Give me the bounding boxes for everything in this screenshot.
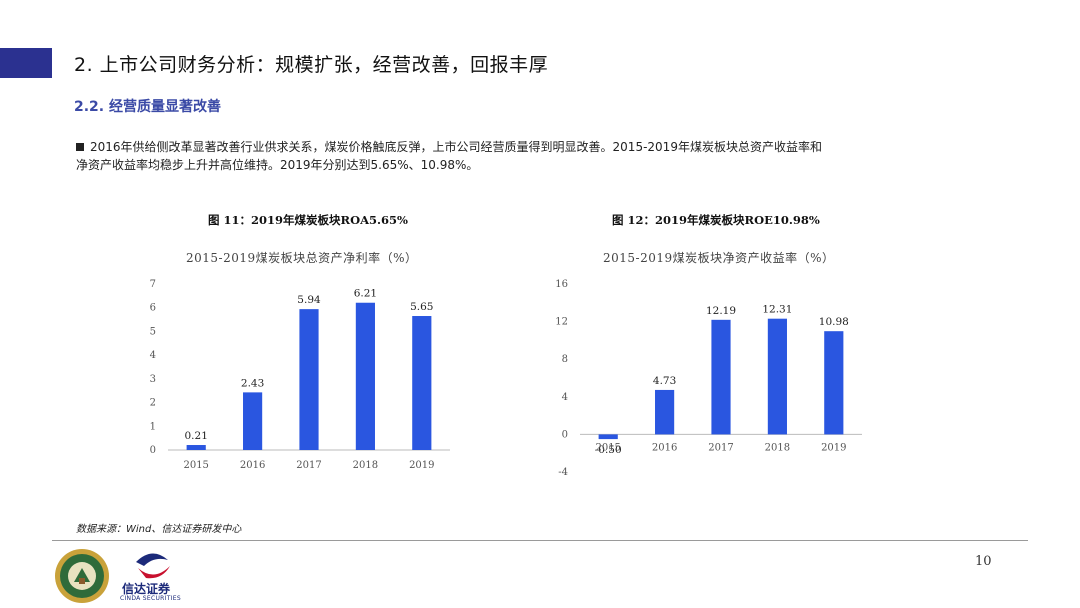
y-tick-label: 4 bbox=[562, 392, 568, 403]
data-source-note: 数据来源：Wind、信达证券研发中心 bbox=[76, 524, 242, 535]
data-label: 5.94 bbox=[297, 294, 321, 306]
x-tick-label: 2019 bbox=[409, 460, 434, 471]
roa-bar-chart: 0 1 2 3 4 5 6 7 0.21 2015 2.43 2016 5.94 2017 6.21 2018… bbox=[150, 279, 450, 471]
section-accent-bar bbox=[0, 48, 52, 78]
y-tick-label: 0 bbox=[562, 429, 568, 440]
summary-line-1: 2016年供给侧改革显著改善行业供求关系，煤炭价格触底反弹，上市公司经营质量得到… bbox=[90, 140, 822, 154]
figure-11-caption: 图 11：2019年煤炭板块ROA5.65% bbox=[208, 213, 408, 227]
y-tick-label: 1 bbox=[150, 421, 156, 432]
y-tick-label: 12 bbox=[555, 317, 568, 328]
data-label: 6.21 bbox=[354, 288, 377, 300]
subsection-title: 2.2. 经营质量显著改善 bbox=[74, 99, 221, 115]
x-tick-label: 2015 bbox=[595, 442, 620, 453]
y-tick-label: 6 bbox=[150, 303, 156, 314]
x-tick-label: 2018 bbox=[353, 460, 378, 471]
y-tick-label: 4 bbox=[150, 350, 156, 361]
page-number: 10 bbox=[975, 554, 992, 569]
bar bbox=[299, 309, 319, 450]
summary-line-2: 净资产收益率均稳步上升并高位维持。2019年分别达到5.65%、10.98%。 bbox=[76, 158, 479, 172]
bar bbox=[412, 316, 432, 450]
association-seal-icon bbox=[55, 549, 109, 603]
cinda-logo-icon bbox=[136, 553, 170, 579]
data-label: 4.73 bbox=[653, 375, 676, 387]
bar bbox=[186, 445, 206, 450]
x-tick-label: 2019 bbox=[821, 442, 846, 453]
chart-2-title: 2015-2019煤炭板块净资产收益率（%） bbox=[603, 251, 835, 265]
data-label: 2.43 bbox=[241, 377, 264, 389]
page-title: 2. 上市公司财务分析：规模扩张，经营改善，回报丰厚 bbox=[74, 54, 549, 76]
y-tick-label: 16 bbox=[555, 279, 568, 290]
brand-name: 信达证券 bbox=[122, 582, 171, 596]
bar bbox=[655, 389, 675, 435]
x-tick-label: 2018 bbox=[765, 442, 790, 453]
data-label: 12.19 bbox=[706, 305, 736, 317]
y-tick-label: 0 bbox=[150, 445, 156, 456]
footer-divider bbox=[52, 540, 1028, 541]
bar bbox=[711, 319, 731, 435]
x-tick-label: 2017 bbox=[296, 460, 321, 471]
y-tick-label: 3 bbox=[150, 374, 156, 385]
summary-paragraph: 2016年供给侧改革显著改善行业供求关系，煤炭价格触底反弹，上市公司经营质量得到… bbox=[76, 138, 976, 174]
chart-1-title: 2015-2019煤炭板块总资产净利率（%） bbox=[186, 251, 418, 265]
x-tick-label: 2017 bbox=[708, 442, 733, 453]
data-label: -0.50 bbox=[595, 444, 622, 456]
y-tick-label: 5 bbox=[150, 326, 156, 337]
y-tick-label: 7 bbox=[150, 279, 156, 290]
bar bbox=[598, 434, 618, 440]
bar bbox=[767, 318, 787, 435]
x-tick-label: 2016 bbox=[652, 442, 677, 453]
x-tick-label: 2016 bbox=[240, 460, 265, 471]
data-label: 10.98 bbox=[819, 316, 849, 328]
bar bbox=[824, 331, 844, 435]
data-label: 5.65 bbox=[410, 301, 433, 313]
figure-12-caption: 图 12：2019年煤炭板块ROE10.98% bbox=[612, 213, 820, 227]
bar bbox=[355, 302, 375, 450]
x-tick-label: 2015 bbox=[183, 460, 208, 471]
y-tick-label: -4 bbox=[558, 467, 568, 478]
bar bbox=[243, 392, 263, 450]
data-label: 12.31 bbox=[762, 304, 792, 316]
y-tick-label: 2 bbox=[150, 398, 156, 409]
bullet-square-icon bbox=[76, 143, 84, 151]
data-label: 0.21 bbox=[185, 430, 208, 442]
brand-english-name: CINDA SECURITIES bbox=[120, 595, 181, 602]
y-tick-label: 8 bbox=[562, 354, 568, 365]
